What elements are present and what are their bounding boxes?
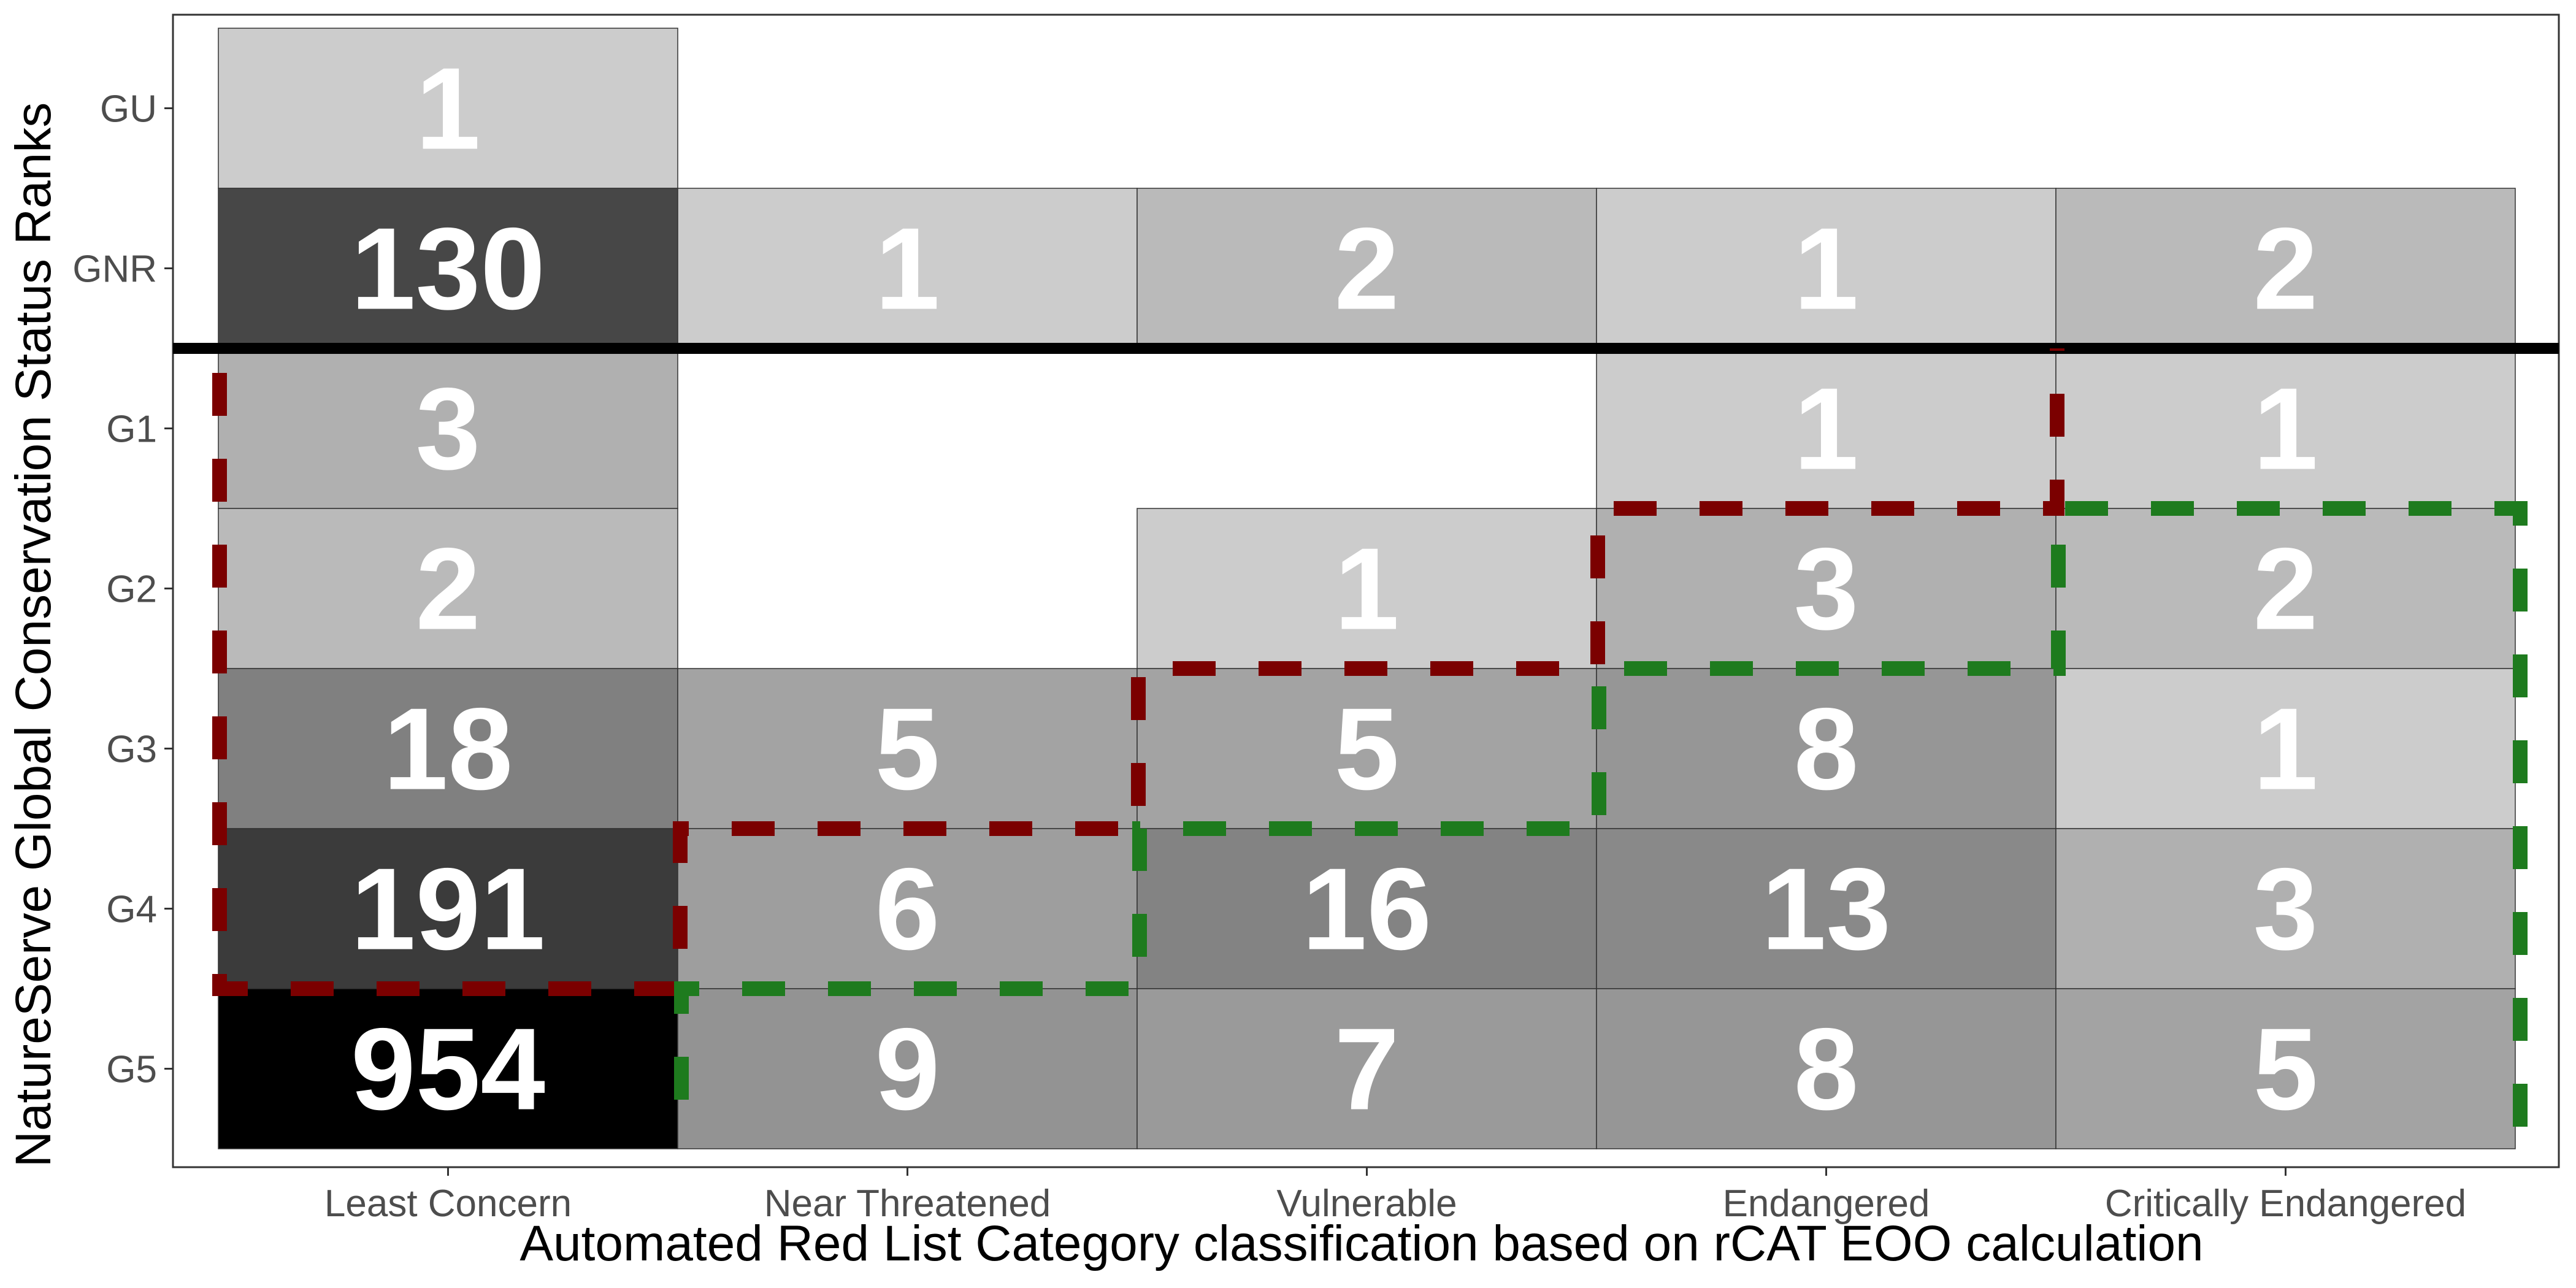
cell-value-label: 2 [2253, 524, 2318, 654]
cell-value-label: 5 [2253, 1005, 2318, 1135]
cells-layer [172, 13, 2560, 1168]
heatmap-cell [2055, 988, 2516, 1149]
cell-value-label: 2 [416, 524, 481, 654]
x-tick-label: Endangered [1723, 1183, 1930, 1225]
cell-value-label: 8 [1794, 684, 1859, 815]
cell-value-label: 1 [1794, 364, 1859, 494]
red-dashed-outline [212, 348, 2064, 996]
outline-layer [173, 343, 2559, 1170]
heatmap-cell [677, 828, 1138, 989]
axes-layer: Least Concern Near Threatened Vulnerable En… [72, 88, 2466, 1225]
cell-value-label: 6 [875, 845, 940, 975]
cell-value-label: 954 [351, 1005, 545, 1135]
heatmap-cell [1137, 508, 1597, 669]
heatmap-cell [677, 988, 1138, 1149]
cell-value-label: 3 [416, 364, 481, 494]
heatmap-cell [2055, 828, 2516, 989]
heatmap-cell [677, 188, 1138, 349]
y-tick-label: G1 [106, 408, 157, 451]
heatmap-cell [2055, 188, 2516, 349]
x-tick-label: Critically Endangered [2105, 1183, 2466, 1225]
cell-value-label: 1 [1794, 204, 1859, 334]
heatmap-cell [677, 668, 1138, 829]
y-tick-label: G2 [106, 569, 157, 611]
cell-value-label: 5 [875, 684, 940, 815]
cell-value-label: 3 [2253, 845, 2318, 975]
cell-value-label: 16 [1302, 845, 1432, 975]
cell-value-label: 2 [2253, 204, 2318, 334]
heatmap-cell [1137, 668, 1597, 829]
cell-value-label: 2 [1335, 204, 1400, 334]
cell-value-label: 5 [1335, 684, 1400, 815]
x-tick-label: Near Threatened [764, 1183, 1051, 1225]
x-tick-label: Vulnerable [1276, 1183, 1457, 1225]
cell-value-label: 8 [1794, 1005, 1859, 1135]
heatmap-cell [1596, 188, 2057, 349]
cell-value-label: 1 [2253, 684, 2318, 815]
heatmap-cell [1137, 188, 1597, 349]
heatmap-cell [1596, 988, 2057, 1149]
y-tick-label: G4 [106, 889, 157, 931]
heatmap-cell [1596, 508, 2057, 669]
cell-value-label: 13 [1761, 845, 1891, 975]
heatmap-cell [218, 988, 678, 1149]
heatmap-cell [218, 828, 678, 989]
y-tick-label: G3 [106, 729, 157, 771]
x-axis-title: Automated Red List Category classificati… [519, 1216, 2203, 1271]
heatmap-cell [1137, 988, 1597, 1149]
heatmap-cell [218, 348, 678, 509]
heatmap-cell [218, 508, 678, 669]
heatmap-cell [2055, 668, 2516, 829]
y-axis-title: NatureServe Global Conservation Status R… [6, 102, 61, 1168]
cell-value-label: 3 [1794, 524, 1859, 654]
cell-value-label: 18 [383, 684, 513, 815]
heatmap-cell [218, 668, 678, 829]
cell-value-label: 191 [351, 845, 545, 975]
y-tick-label: GNR [72, 248, 157, 291]
x-tick-label: Least Concern [324, 1183, 572, 1225]
heatmap-cell [2055, 508, 2516, 669]
cell-value-label: 1 [416, 44, 481, 174]
y-tick-label: GU [100, 88, 157, 131]
heatmap-cell [2055, 348, 2516, 509]
cell-value-label: 9 [875, 1005, 940, 1135]
cell-value-label: 1 [2253, 364, 2318, 494]
cell-value-label: 1 [875, 204, 940, 334]
cell-value-label: 1 [1335, 524, 1400, 654]
heatmap-cell [218, 188, 678, 349]
heatmap-cell [218, 28, 678, 189]
y-tick-label: G5 [106, 1049, 157, 1091]
cell-value-label: 130 [351, 204, 545, 334]
heatmap-cell [1596, 828, 2057, 989]
cell-value-label: 7 [1335, 1005, 1400, 1135]
heatmap-cell [1596, 668, 2057, 829]
